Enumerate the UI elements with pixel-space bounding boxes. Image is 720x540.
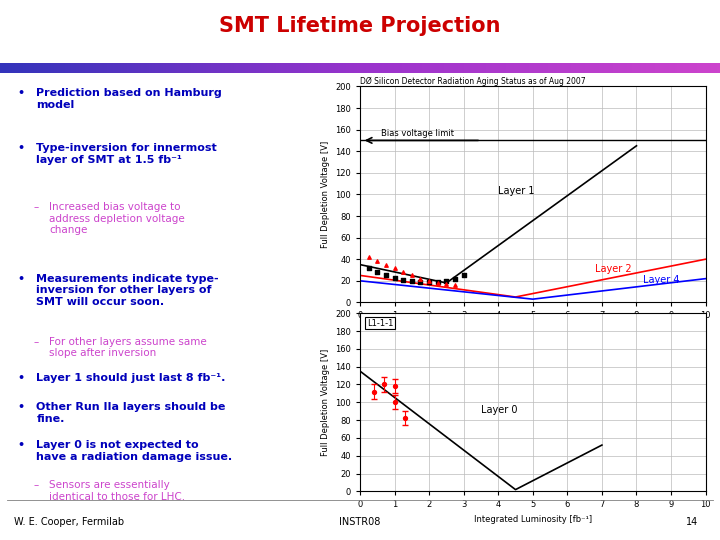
Text: D: D: [36, 18, 50, 36]
Point: [432, 278, 444, 286]
Text: Type-inversion for innermost
layer of SMT at 1.5 fb⁻¹: Type-inversion for innermost layer of SM…: [36, 143, 217, 165]
Point: [441, 276, 452, 285]
Text: SMT Lifetime Projection: SMT Lifetime Projection: [220, 16, 500, 36]
Point: [379, 380, 390, 389]
Text: Layer 1 should just last 8 fb⁻¹.: Layer 1 should just last 8 fb⁻¹.: [36, 373, 226, 382]
Point: [423, 276, 435, 285]
Text: Layer 1: Layer 1: [498, 186, 535, 197]
Point: [389, 273, 400, 282]
Text: •: •: [17, 88, 24, 98]
Text: DØ Silicon Detector Radiation Aging Status as of Aug 2007: DØ Silicon Detector Radiation Aging Stat…: [360, 77, 585, 86]
Point: [399, 414, 410, 423]
Point: [449, 274, 461, 283]
Text: Layer 0: Layer 0: [481, 405, 518, 415]
Point: [397, 275, 409, 284]
Point: [423, 278, 435, 286]
Point: [389, 264, 400, 272]
Point: [368, 387, 379, 396]
Text: •: •: [17, 143, 24, 153]
Point: [363, 253, 374, 261]
Text: Ø: Ø: [53, 18, 66, 33]
Text: Other Run IIa layers should be
fine.: Other Run IIa layers should be fine.: [36, 402, 226, 423]
Text: L1-1-1: L1-1-1: [367, 319, 393, 328]
Text: INSTR08: INSTR08: [339, 517, 381, 527]
Text: –: –: [33, 202, 38, 212]
Point: [363, 264, 374, 272]
Point: [397, 268, 409, 276]
Y-axis label: Full Depletion Voltage [V]: Full Depletion Voltage [V]: [320, 349, 330, 456]
Point: [432, 279, 444, 287]
Text: •: •: [17, 373, 24, 382]
Y-axis label: Full Depletion Voltage [V]: Full Depletion Voltage [V]: [320, 141, 330, 248]
Point: [406, 276, 418, 285]
Text: Prediction based on Hamburg
model: Prediction based on Hamburg model: [36, 88, 222, 110]
Text: –: –: [33, 337, 38, 347]
X-axis label: Integrated Luminosity [fb⁻¹]: Integrated Luminosity [fb⁻¹]: [474, 515, 592, 524]
Point: [380, 260, 392, 269]
X-axis label: Integrated Luminosity [fb⁻¹]: Integrated Luminosity [fb⁻¹]: [474, 326, 592, 335]
Point: [458, 271, 469, 280]
Point: [449, 281, 461, 289]
Text: Measurements indicate type-
inversion for other layers of
SMT will occur soon.: Measurements indicate type- inversion fo…: [36, 274, 219, 307]
Text: •: •: [17, 440, 24, 450]
Text: 14: 14: [686, 517, 698, 527]
Point: [415, 274, 426, 283]
Text: Layer 2: Layer 2: [595, 264, 631, 274]
Text: Layer 4: Layer 4: [644, 275, 680, 285]
Text: Layer 0 is not expected to
have a radiation damage issue.: Layer 0 is not expected to have a radiat…: [36, 440, 233, 462]
Point: [380, 271, 392, 280]
Point: [372, 268, 383, 276]
Point: [389, 398, 400, 407]
Text: •: •: [17, 402, 24, 412]
Point: [406, 271, 418, 280]
Point: [415, 278, 426, 286]
Point: [441, 280, 452, 288]
Text: For other layers assume same
slope after inversion: For other layers assume same slope after…: [50, 337, 207, 359]
Text: Bias voltage limit: Bias voltage limit: [381, 129, 454, 138]
Point: [372, 257, 383, 266]
Point: [389, 382, 400, 390]
Text: •: •: [17, 274, 24, 284]
Text: Sensors are essentially
identical to those for LHC.: Sensors are essentially identical to tho…: [50, 480, 186, 502]
Text: Increased bias voltage to
address depletion voltage
change: Increased bias voltage to address deplet…: [50, 202, 185, 235]
Text: W. E. Cooper, Fermilab: W. E. Cooper, Fermilab: [14, 517, 125, 527]
Text: –: –: [33, 480, 38, 490]
